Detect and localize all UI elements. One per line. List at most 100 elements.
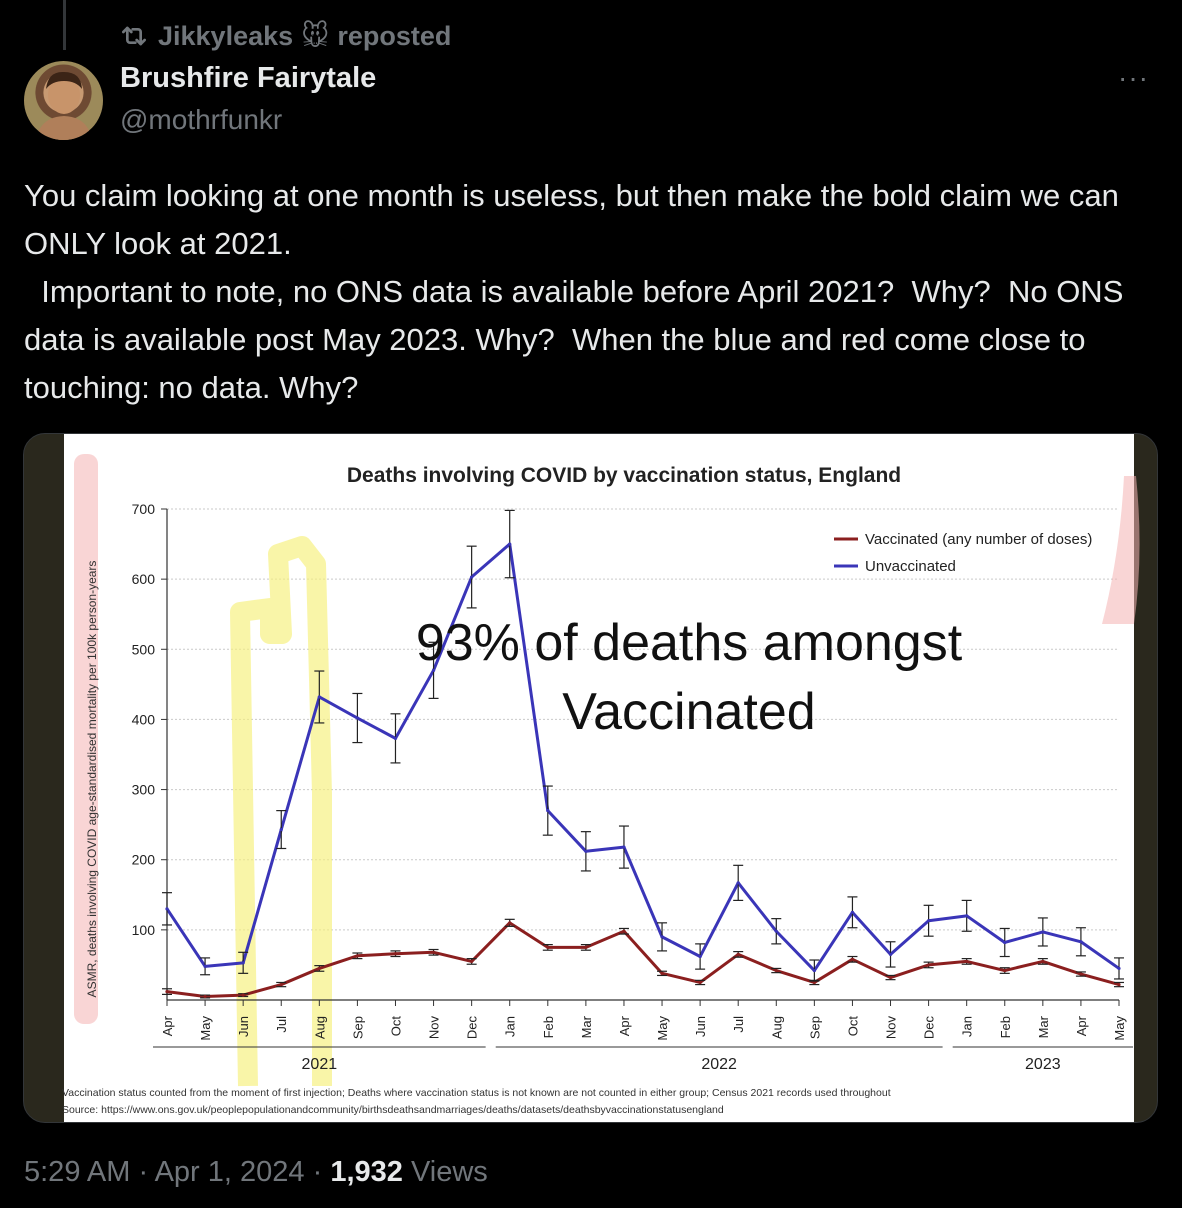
data-point <box>165 989 169 994</box>
tweet-time[interactable]: 5:29 AM <box>24 1156 131 1188</box>
x-tick-label: Oct <box>388 1016 403 1037</box>
year-label: 2021 <box>302 1056 338 1073</box>
data-point <box>698 980 702 985</box>
repost-header[interactable]: Jikkyleaks 🐭 reposted <box>118 20 451 52</box>
data-point <box>393 952 398 956</box>
data-point <box>470 575 474 579</box>
tweet-text: You claim looking at one month is useles… <box>24 178 1124 405</box>
data-point <box>1117 966 1121 971</box>
year-label: 2023 <box>1025 1056 1061 1073</box>
data-point <box>1117 982 1121 987</box>
data-point <box>546 945 550 949</box>
x-tick-label: Jul <box>731 1016 746 1033</box>
data-point <box>355 716 359 720</box>
chart-source: Source: https://www.ons.gov.uk/peoplepop… <box>62 1104 724 1116</box>
repost-label: reposted <box>337 20 452 51</box>
thread-line <box>63 0 66 50</box>
data-point <box>965 914 969 918</box>
data-point <box>1041 959 1045 964</box>
author-handle[interactable]: @mothrfunkr <box>120 104 283 135</box>
data-point <box>888 975 893 980</box>
data-point <box>622 845 626 849</box>
chart-grid <box>167 508 1119 931</box>
data-point <box>1003 940 1007 945</box>
data-point <box>279 827 283 832</box>
tweet-date[interactable]: Apr 1, 2024 <box>154 1156 305 1188</box>
data-point <box>774 968 778 973</box>
data-point <box>317 695 321 699</box>
chart: Deaths involving COVID by vaccination st… <box>62 434 1140 1122</box>
x-tick-label: Oct <box>845 1016 860 1037</box>
annotation-line-1: 93% of deaths amongst <box>416 614 963 672</box>
data-point <box>1079 972 1083 976</box>
x-tick-label: Jan <box>503 1016 518 1037</box>
x-tick-label: Apr <box>1074 1015 1089 1036</box>
data-point <box>965 959 969 964</box>
x-tick-label: Aug <box>312 1016 327 1039</box>
chart-footnote: Vaccination status counted from the mome… <box>62 1087 891 1099</box>
chart-legend: Vaccinated (any number of doses) Unvaccin… <box>834 531 1092 575</box>
data-point <box>736 952 740 957</box>
separator: · <box>130 1156 155 1188</box>
data-point <box>431 950 436 954</box>
data-point <box>850 910 855 914</box>
y-tick-label: 100 <box>132 922 156 938</box>
data-point <box>660 971 664 975</box>
x-tick-label: Jun <box>693 1016 708 1037</box>
x-tick-label: Jan <box>960 1016 975 1037</box>
data-point <box>736 881 740 885</box>
x-tick-label: Feb <box>541 1016 556 1038</box>
data-point <box>584 945 588 949</box>
repost-user[interactable]: Jikkyleaks <box>158 20 294 51</box>
separator: · <box>304 1156 331 1188</box>
data-point <box>698 954 702 959</box>
y-tick-label: 300 <box>132 782 156 798</box>
x-tick-label: Dec <box>465 1016 480 1040</box>
y-tick-label: 700 <box>132 501 156 517</box>
tweet-image[interactable]: Deaths involving COVID by vaccination st… <box>23 433 1158 1123</box>
views-count: 1,932 <box>330 1156 403 1188</box>
y-tick-label: 600 <box>132 571 156 587</box>
data-point <box>508 542 512 546</box>
legend-label: Vaccinated (any number of doses) <box>865 531 1092 548</box>
tweet-footer: 5:29 AM · Apr 1, 2024 · 1,932 Views <box>24 1156 488 1189</box>
data-point <box>927 963 931 967</box>
chart-series <box>162 509 1124 999</box>
x-tick-label: Apr <box>617 1015 632 1036</box>
highlight-stroke <box>74 454 98 1024</box>
x-tick-label: Mar <box>579 1015 594 1038</box>
data-point <box>470 959 474 964</box>
data-point <box>279 982 283 987</box>
avatar[interactable] <box>24 61 103 140</box>
more-options-icon[interactable]: ··· <box>1118 62 1149 93</box>
data-point <box>622 929 626 933</box>
data-point <box>812 980 816 985</box>
x-ticks: Apr May Jun Jul Aug Sep Oct Nov Dec Jan Feb Mar Apr M… <box>160 1000 1127 1041</box>
data-point <box>927 919 931 923</box>
data-point <box>317 966 321 971</box>
y-tick-label: 500 <box>132 641 156 657</box>
series-line-vaccinated <box>166 921 1120 998</box>
data-point <box>241 993 245 997</box>
data-point <box>1003 968 1007 973</box>
x-tick-label: Jul <box>274 1016 289 1033</box>
repost-icon <box>122 26 146 46</box>
data-point <box>584 849 588 853</box>
x-tick-label: Sep <box>350 1016 365 1039</box>
author-name[interactable]: Brushfire Fairytale <box>120 62 377 94</box>
x-tick-label: Jun <box>236 1016 251 1037</box>
y-ticks: 100 200 300 400 500 600 700 <box>132 501 167 938</box>
x-tick-label: Mar <box>1036 1015 1051 1038</box>
data-point <box>850 957 855 961</box>
x-tick-label: Dec <box>922 1016 937 1040</box>
series-line-unvaccinated <box>165 542 1120 973</box>
x-tick-label: Apr <box>160 1015 175 1036</box>
y-tick-label: 400 <box>132 711 156 727</box>
x-tick-label: Sep <box>807 1016 822 1039</box>
data-point <box>546 809 550 813</box>
data-point <box>660 935 664 939</box>
highlight-stroke <box>1102 476 1140 624</box>
x-tick-label: Feb <box>998 1016 1013 1038</box>
year-label: 2022 <box>701 1056 737 1073</box>
data-point <box>203 994 207 999</box>
